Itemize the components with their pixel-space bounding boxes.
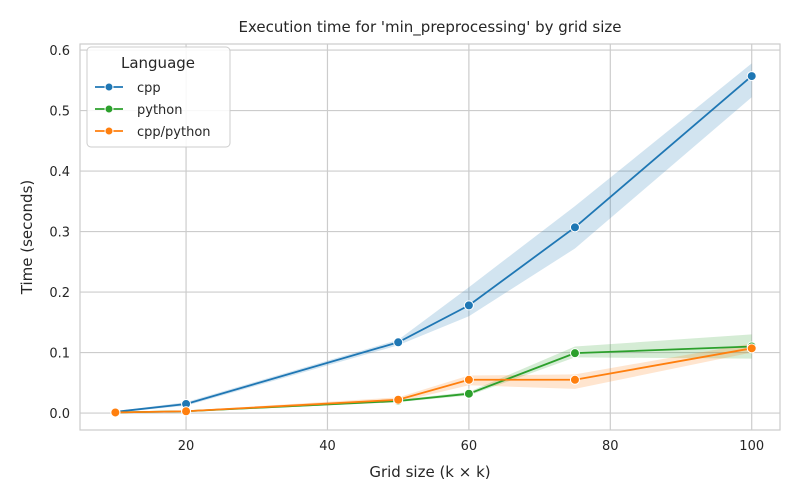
legend: Language cpp python cpp/python (86, 46, 231, 148)
legend-marker-cpp (104, 82, 114, 92)
data-point (393, 337, 404, 348)
y-tick-label: 0.3 (49, 226, 70, 241)
series-markers (110, 71, 757, 418)
x-tick-label: 60 (461, 439, 478, 454)
confidence-bands (115, 63, 752, 413)
confidence-band-python (115, 334, 752, 413)
data-point (463, 388, 474, 399)
x-tick-label: 100 (739, 439, 764, 454)
data-point (569, 374, 580, 385)
x-tick-label: 20 (178, 439, 195, 454)
y-tick-label: 0.5 (49, 105, 70, 120)
legend-title: Language (121, 54, 195, 72)
legend-label-cpp-python: cpp/python (137, 125, 211, 140)
x-tick-labels: 20 40 60 80 100 (178, 439, 764, 454)
series-lines (115, 75, 753, 414)
legend-label-python: python (137, 103, 182, 118)
legend-label-cpp: cpp (137, 81, 161, 96)
plot-frame (79, 43, 781, 431)
data-point (746, 343, 757, 354)
x-tick-label: 80 (602, 439, 619, 454)
confidence-band-cpp-python (115, 343, 752, 413)
legend-box (86, 46, 231, 148)
data-point (569, 348, 580, 359)
x-axis-label: Grid size (k × k) (369, 463, 490, 481)
y-tick-label: 0.6 (49, 44, 70, 59)
y-axis-label: Time (seconds) (18, 180, 36, 296)
data-point (110, 407, 121, 418)
data-point (569, 222, 580, 233)
legend-marker-python (104, 104, 114, 114)
grid-lines (80, 44, 780, 430)
y-tick-labels: 0.0 0.1 0.2 0.3 0.4 0.5 0.6 (49, 44, 70, 422)
x-tick-label: 40 (319, 439, 336, 454)
y-tick-label: 0.0 (49, 407, 70, 422)
series-line-cpp (115, 75, 753, 413)
data-point (746, 71, 757, 82)
chart-title: Execution time for 'min_preprocessing' b… (238, 18, 621, 37)
data-point (463, 300, 474, 311)
y-tick-label: 0.4 (49, 165, 70, 180)
data-point (463, 374, 474, 385)
legend-entries: cpp python cpp/python (95, 81, 211, 140)
data-point (393, 394, 404, 405)
series-line-cpp-python (115, 347, 752, 414)
y-tick-label: 0.1 (49, 347, 70, 362)
legend-marker-cpp-python (104, 126, 114, 136)
data-point (181, 406, 192, 417)
y-tick-label: 0.2 (49, 286, 70, 301)
